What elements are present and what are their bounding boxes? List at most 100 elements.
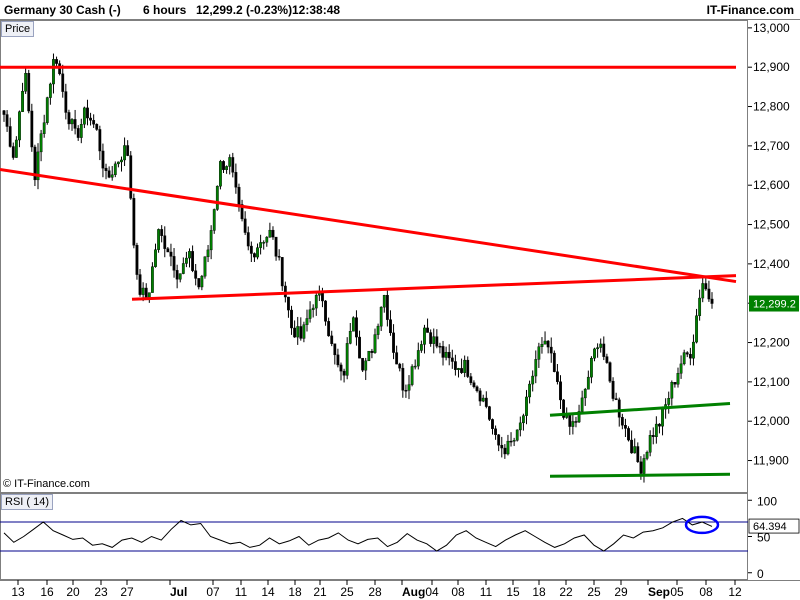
candle-body	[27, 73, 31, 112]
candle-body	[503, 447, 507, 455]
candle-body	[438, 345, 442, 348]
candle-body	[21, 91, 24, 112]
x-tick-label: 18	[532, 585, 546, 599]
rsi-panel-frame	[0, 493, 748, 580]
candle-body	[580, 397, 584, 412]
price-tick-label: 12,800	[753, 100, 790, 114]
candle-body	[611, 380, 615, 399]
candle-body	[104, 167, 108, 171]
rsi-tick-label: 100	[757, 494, 777, 508]
candle-body	[262, 242, 266, 244]
candle-body	[203, 256, 207, 277]
rsi-last-value-label: 64.394	[753, 521, 787, 533]
candle-body	[116, 161, 120, 165]
candle-body	[385, 294, 389, 320]
candle-body	[185, 257, 188, 264]
candle-body	[645, 452, 649, 459]
candle-body	[268, 229, 272, 238]
candle-body	[98, 129, 102, 152]
candle-body	[522, 415, 525, 424]
candle-body	[367, 350, 371, 362]
candle-body	[314, 294, 318, 309]
x-tick-label: 12	[728, 585, 742, 599]
x-tick-label: 13	[11, 585, 25, 599]
candle-body	[64, 91, 68, 113]
x-tick-label: 22	[559, 585, 573, 599]
candle-body	[58, 63, 62, 75]
price-tick-label: 12,600	[753, 178, 790, 192]
candle-body	[620, 417, 624, 426]
x-tick-label: 15	[506, 585, 520, 599]
candle-body	[194, 270, 198, 279]
candle-body	[287, 296, 290, 311]
candle-body	[692, 341, 695, 359]
candle-body	[351, 317, 355, 332]
candle-body	[463, 359, 467, 373]
copyright-label: © IT-Finance.com	[3, 478, 90, 490]
candle-body	[497, 434, 501, 446]
x-tick-label: 18	[288, 585, 302, 599]
candle-body	[556, 371, 559, 382]
candle-body	[339, 364, 343, 372]
candle-body	[537, 346, 541, 360]
x-tick-label: Aug	[402, 585, 425, 599]
candle-body	[361, 357, 365, 371]
candle-body	[540, 343, 544, 347]
candle-body	[682, 352, 686, 365]
x-tick-label: 28	[368, 585, 382, 599]
candle-body	[61, 73, 65, 92]
candle-body	[191, 251, 194, 271]
candle-body	[107, 170, 111, 178]
candle-body	[42, 122, 46, 134]
x-tick-label: 08	[699, 585, 713, 599]
candle-body	[704, 283, 708, 290]
candle-body	[215, 185, 219, 210]
x-tick-label: Jul	[170, 585, 187, 599]
candle-body	[484, 397, 488, 407]
candle-body	[392, 332, 395, 353]
candle-body	[596, 347, 600, 350]
price-tick-label: 12,700	[753, 139, 790, 153]
candle-body	[701, 283, 705, 299]
candle-body	[24, 73, 28, 92]
candle-body	[55, 59, 58, 64]
candle-body	[654, 423, 658, 438]
x-tick-label: 11	[480, 585, 493, 599]
candle-body	[89, 117, 92, 121]
candle-body	[358, 336, 361, 359]
rsi-highlight-circle	[684, 515, 720, 535]
candle-body	[172, 256, 176, 271]
candle-body	[506, 440, 510, 455]
candle-body	[494, 428, 497, 436]
candle-body	[590, 357, 593, 378]
candle-body	[444, 351, 448, 358]
candle-body	[132, 198, 136, 246]
candle-body	[30, 110, 34, 148]
candle-body	[126, 145, 130, 156]
candle-body	[571, 421, 575, 427]
candle-body	[472, 382, 476, 387]
x-tick-label: 20	[66, 585, 80, 599]
candle-body	[5, 114, 9, 127]
candle-body	[423, 327, 426, 345]
candle-body	[651, 435, 655, 438]
candle-body	[528, 383, 531, 398]
candle-body	[234, 172, 238, 188]
candle-body	[348, 331, 352, 344]
candle-body	[327, 321, 331, 337]
x-tick-label: 27	[120, 585, 134, 599]
price-panel-label: Price	[1, 21, 35, 37]
candle-body	[212, 209, 216, 231]
candle-body	[630, 439, 634, 454]
candle-body	[661, 408, 664, 427]
candle-body	[274, 236, 278, 257]
candle-body	[605, 356, 609, 363]
candle-body	[404, 390, 408, 392]
candle-body	[478, 390, 482, 402]
price-panel-frame	[0, 20, 748, 493]
candle-body	[271, 229, 275, 238]
candle-body	[577, 411, 581, 423]
candle-body	[389, 319, 392, 334]
candle-body	[679, 363, 683, 374]
